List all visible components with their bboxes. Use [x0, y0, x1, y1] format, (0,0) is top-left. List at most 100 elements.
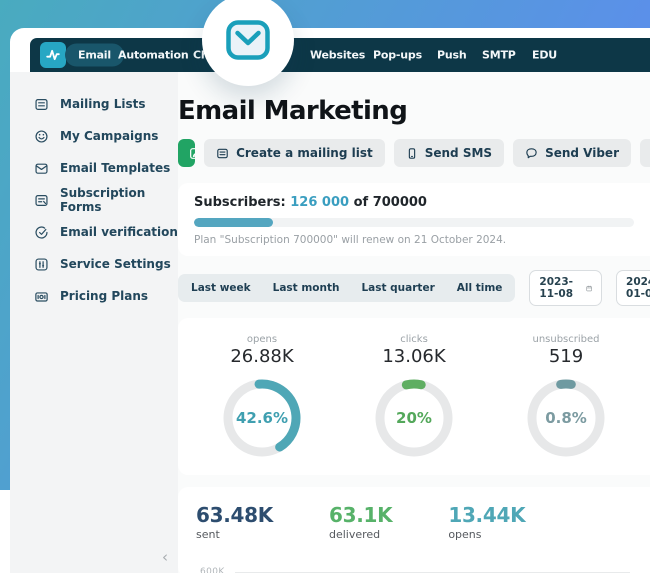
sidebar-item-label: Email Templates — [60, 161, 171, 175]
range-all-time[interactable]: All time — [456, 282, 503, 294]
sidebar-item-label: My Campaigns — [60, 129, 159, 143]
range-last-week[interactable]: Last week — [191, 282, 251, 294]
send-viber-label: Send Viber — [545, 146, 619, 160]
sidebar-item-label: Mailing Lists — [60, 97, 146, 111]
sidebar-item-email-verification[interactable]: Email verification — [10, 216, 178, 248]
sidebar-item-label: Subscription Forms — [60, 186, 146, 214]
nav-tab-automation[interactable]: Automation — [118, 48, 189, 62]
stats-row: 63.48K sent 63.1K delivered 13.44K opens — [196, 503, 630, 541]
create-campaign-split-button: Create campaign ▾ — [178, 139, 196, 167]
date-range-segmented-control: Last week Last month Last quarter All ti… — [178, 274, 516, 302]
nav-tab-edu[interactable]: EDU — [532, 48, 557, 62]
opens-donut-chart: 42.6% — [219, 375, 305, 461]
kpi-percent: 0.8% — [545, 409, 587, 427]
sidebar-item-email-templates[interactable]: Email Templates — [10, 152, 178, 184]
nav-row: Email Automation Chatbots CRM Websites P… — [10, 28, 650, 72]
stat-opens: 13.44K opens — [448, 503, 525, 541]
kpi-unsubscribed: unsubscribed 519 0.8% — [490, 334, 642, 461]
stat-delivered: 63.1K delivered — [328, 503, 393, 541]
kpi-value: 13.06K — [382, 346, 446, 367]
plan-renewal-note: Plan "Subscription 700000" will renew on… — [194, 234, 507, 246]
stat-sent: 63.48K sent — [196, 503, 273, 541]
create-campaign-button[interactable]: Create campaign — [178, 139, 196, 167]
mailing-lists-icon — [35, 98, 48, 110]
date-from-value: 2023-11-08 — [539, 276, 574, 300]
send-sms-button[interactable]: Send SMS — [393, 139, 505, 167]
brand-logo[interactable] — [40, 42, 66, 68]
kpi-percent: 20% — [396, 409, 432, 427]
date-to-input[interactable]: 2024-01-08 — [616, 270, 650, 306]
create-mailing-list-label: Create a mailing list — [236, 146, 373, 160]
subscribers-progress-fill — [194, 218, 274, 227]
kpi-donut-card: opens 26.88K 42.6% clicks 13.06K — [178, 318, 650, 475]
compose-icon — [190, 147, 196, 159]
sidebar-item-label: Pricing Plans — [60, 289, 149, 303]
page-title: Email Marketing — [178, 96, 408, 126]
app-window: Email Automation Chatbots CRM Websites P… — [10, 28, 650, 573]
range-last-month[interactable]: Last month — [272, 282, 340, 294]
stat-label: opens — [448, 528, 482, 541]
send-sms-label: Send SMS — [424, 146, 493, 160]
date-to-value: 2024-01-08 — [626, 276, 650, 300]
sidebar-item-service-settings[interactable]: Service Settings — [10, 248, 178, 280]
send-viber-button[interactable]: Send Viber — [513, 139, 631, 167]
subscribers-line: Subscribers: 126 000 of 700000 — [194, 195, 634, 210]
pulse-icon — [46, 49, 60, 61]
sidebar-item-subscription-forms[interactable]: Subscription Forms — [10, 184, 178, 216]
unsubscribed-donut-chart: 0.8% — [523, 375, 609, 461]
subscribers-card: Subscribers: 126 000 of 700000 Plan "Sub… — [178, 183, 650, 256]
cut-off-button[interactable] — [640, 139, 650, 167]
sidebar-item-my-campaigns[interactable]: My Campaigns — [10, 120, 178, 152]
gridline — [234, 571, 630, 573]
subscription-forms-icon — [35, 194, 48, 206]
nav-tab-smtp[interactable]: SMTP — [482, 48, 516, 62]
sidebar-item-pricing-plans[interactable]: Pricing Plans — [10, 280, 178, 312]
sidebar-item-label: Service Settings — [60, 257, 171, 271]
filter-row: Last week Last month Last quarter All ti… — [178, 270, 650, 306]
create-mailing-list-button[interactable]: Create a mailing list — [204, 139, 385, 167]
stat-value: 63.1K — [328, 503, 393, 527]
stat-label: sent — [196, 528, 220, 541]
phone-icon — [408, 147, 415, 159]
email-verification-icon — [35, 225, 48, 238]
viber-icon — [526, 147, 537, 158]
top-navbar: Email Automation Chatbots CRM Websites P… — [30, 38, 650, 72]
date-from-input[interactable]: 2023-11-08 — [529, 270, 603, 306]
nav-tab-websites[interactable]: Websites — [310, 48, 366, 62]
stat-value: 63.48K — [196, 503, 273, 527]
main-content: Email Marketing Create campaign ▾ Create… — [178, 72, 650, 573]
my-campaigns-icon — [35, 129, 48, 143]
subscribers-of: of 700000 — [353, 195, 427, 210]
stat-value: 13.44K — [448, 503, 526, 527]
action-buttons-row: Create campaign ▾ Create a mailing list … — [178, 139, 650, 167]
calendar-icon — [586, 285, 592, 291]
envelope-icon — [226, 20, 270, 60]
clicks-donut-chart: 20% — [371, 375, 457, 461]
nav-tab-push[interactable]: Push — [437, 48, 467, 62]
stat-label: delivered — [328, 528, 381, 541]
range-last-quarter[interactable]: Last quarter — [361, 282, 435, 294]
nav-tab-email[interactable]: Email — [65, 43, 124, 67]
kpi-label: opens — [246, 334, 278, 345]
kpi-percent: 42.6% — [235, 409, 289, 427]
email-templates-icon — [35, 163, 48, 174]
kpi-label: clicks — [400, 334, 428, 345]
pricing-plans-icon — [35, 291, 48, 302]
service-settings-icon — [35, 257, 48, 271]
list-icon — [217, 148, 228, 158]
subscribers-progress-track — [194, 218, 634, 227]
kpi-value: 26.88K — [230, 346, 294, 367]
campaign-stats-card: 63.48K sent 63.1K delivered 13.44K opens… — [178, 487, 650, 573]
body-row: Mailing Lists My Campaigns Email Templat… — [10, 72, 650, 573]
nav-tab-popups[interactable]: Pop-ups — [373, 48, 422, 62]
kpi-value: 519 — [548, 346, 584, 367]
y-axis-top-tick: 600K — [200, 567, 225, 573]
subscribers-count: 126 000 — [290, 195, 350, 210]
kpi-label: unsubscribed — [532, 334, 600, 345]
chart-axis-row: 600K — [196, 567, 630, 573]
kpi-opens: opens 26.88K 42.6% — [186, 334, 338, 461]
sidebar-item-mailing-lists[interactable]: Mailing Lists — [10, 88, 178, 120]
sidebar-collapse-button[interactable]: ‹ — [162, 548, 168, 566]
kpi-clicks: clicks 13.06K 20% — [338, 334, 490, 461]
subscribers-label: Subscribers: — [194, 195, 286, 210]
